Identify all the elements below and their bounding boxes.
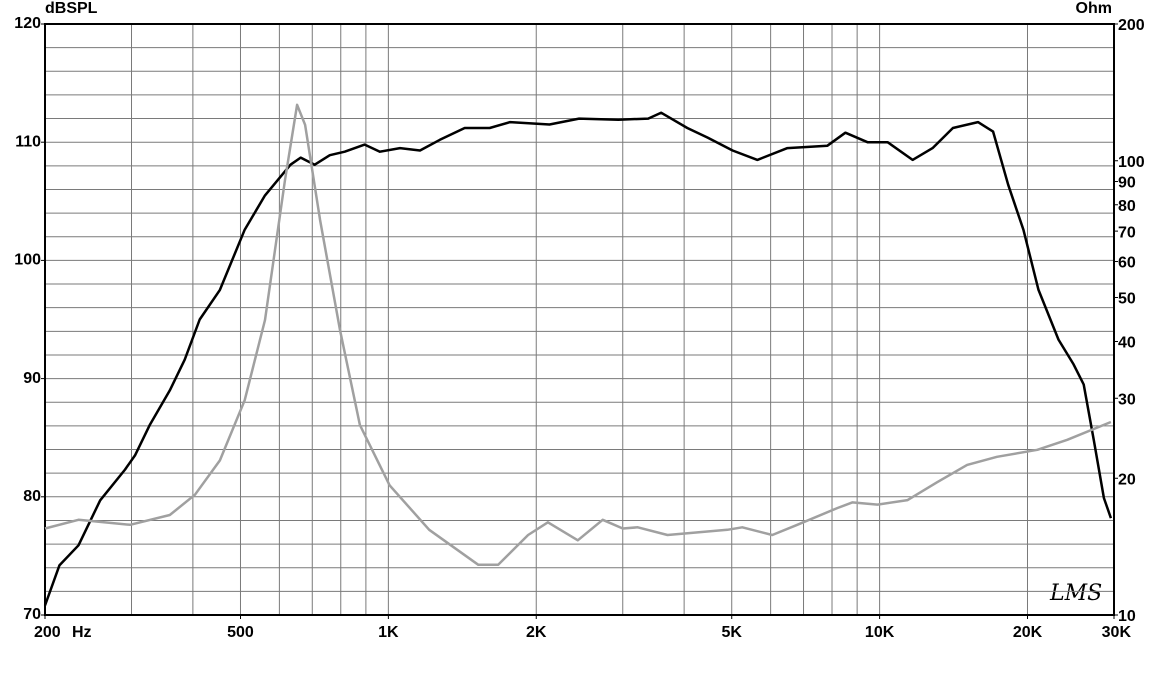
x-tick-label: 2K [526, 624, 547, 641]
y2-tick-label: 90 [1118, 175, 1136, 192]
y-tick-label: 110 [15, 133, 41, 150]
signature: LMS [1049, 581, 1102, 606]
y-tick-label: 70 [23, 606, 41, 623]
y2-tick-label: 20 [1118, 471, 1136, 488]
y2-tick-label: 70 [1118, 224, 1136, 241]
y-tick-label: 80 [23, 488, 41, 505]
x-tick-label: 1K [378, 624, 399, 641]
y2-tick-label: 50 [1118, 291, 1136, 308]
y-tick-label: 120 [14, 15, 41, 32]
y2-tick-label: 40 [1118, 335, 1136, 352]
y-tick-label: 90 [23, 370, 41, 387]
y-tick-label: 100 [14, 252, 41, 269]
y2-tick-label: 60 [1118, 255, 1136, 272]
x-tick-label: 500 [227, 624, 254, 641]
series-line [43, 111, 1113, 606]
x-tick-label: 30K [1102, 624, 1132, 641]
x-unit: Hz [72, 624, 92, 641]
plot-frame [44, 23, 1115, 616]
y2-tick-label: 10 [1118, 608, 1136, 625]
x-tick-label: 10K [865, 624, 895, 641]
y2-tick-label: 100 [1118, 154, 1145, 171]
y2-tick-label: 200 [1118, 17, 1145, 34]
x-tick-label: 20K [1013, 624, 1043, 641]
y2-axis-label: Ohm [1076, 0, 1112, 17]
y-axis-label: dBSPL [45, 0, 98, 17]
x-tick-label: 5K [722, 624, 743, 641]
y2-tick-label: 30 [1118, 391, 1136, 408]
x-tick-label: 200 [34, 624, 61, 641]
y2-tick-label: 80 [1118, 198, 1136, 215]
series-line [44, 103, 1112, 567]
